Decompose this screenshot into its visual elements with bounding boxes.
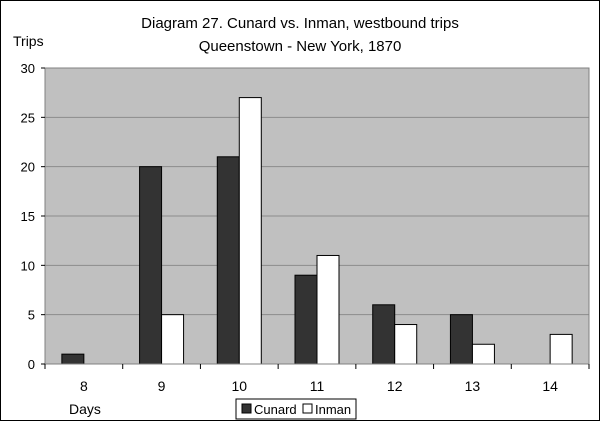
x-tick-label: 8 bbox=[80, 378, 88, 394]
chart-subtitle: Queenstown - New York, 1870 bbox=[199, 38, 402, 55]
bars bbox=[61, 97, 573, 365]
x-tick-label: 12 bbox=[387, 378, 403, 394]
bar-cunard-8 bbox=[61, 353, 85, 365]
bar-inman-13 bbox=[471, 343, 495, 365]
bar-inman-10 bbox=[238, 97, 262, 365]
legend: Cunard Inman bbox=[235, 398, 357, 420]
y-axis-label: Trips bbox=[13, 33, 44, 49]
bar-cunard-13 bbox=[449, 314, 473, 365]
axes: 0 5 10 15 20 25 30 8 9 10 11 12 13 14 bbox=[21, 61, 590, 394]
chart-title: Diagram 27. Cunard vs. Inman, westbound … bbox=[141, 15, 459, 32]
bar-inman-14 bbox=[549, 333, 573, 365]
y-tick-label: 10 bbox=[21, 258, 35, 273]
bar-cunard-9 bbox=[139, 166, 163, 365]
legend-label-inman: Inman bbox=[315, 402, 351, 417]
y-tick-label: 20 bbox=[21, 160, 35, 175]
bar-inman-12 bbox=[394, 324, 418, 365]
legend-box bbox=[235, 398, 357, 420]
x-tick-label: 14 bbox=[542, 378, 558, 394]
x-tick-label: 13 bbox=[465, 378, 481, 394]
x-tick-label: 9 bbox=[158, 378, 166, 394]
legend-label-cunard: Cunard bbox=[254, 402, 297, 417]
y-tick-label: 30 bbox=[21, 61, 35, 76]
legend-swatch-cunard bbox=[241, 403, 252, 414]
bar-cunard-10 bbox=[216, 156, 240, 365]
y-tick-label: 0 bbox=[28, 357, 35, 372]
y-tick-label: 5 bbox=[28, 308, 35, 323]
legend-swatch-inman bbox=[302, 403, 313, 414]
x-tick-label: 10 bbox=[231, 378, 247, 394]
bar-cunard-11 bbox=[294, 274, 318, 365]
bar-inman-9 bbox=[161, 314, 185, 365]
y-tick-label: 25 bbox=[21, 110, 35, 125]
bar-cunard-12 bbox=[372, 304, 396, 365]
x-tick-label: 11 bbox=[310, 378, 325, 394]
x-axis-label: Days bbox=[69, 401, 101, 417]
bar-inman-11 bbox=[316, 254, 340, 365]
y-tick-label: 15 bbox=[21, 209, 35, 224]
